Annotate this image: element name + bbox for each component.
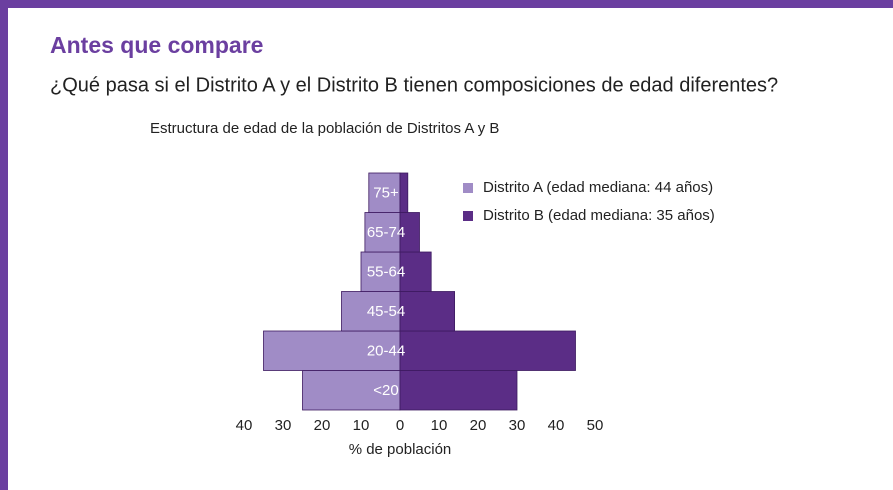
bar (399, 330, 576, 371)
x-axis-label: % de población (349, 441, 452, 458)
bar (399, 212, 420, 253)
left-border (0, 0, 8, 490)
x-tick-label: 30 (509, 417, 526, 434)
x-tick-label: 50 (587, 417, 604, 434)
x-tick-label: 10 (353, 417, 370, 434)
top-border (0, 0, 893, 8)
bar (399, 172, 409, 213)
bar (399, 370, 518, 411)
bar (364, 212, 401, 253)
x-tick-label: 10 (431, 417, 448, 434)
bar (302, 370, 401, 411)
slide-title: Antes que compare (50, 32, 263, 58)
x-tick-label: 20 (314, 417, 331, 434)
category-label: 65-74 (367, 224, 405, 241)
chart-title: Estructura de edad de la población de Di… (150, 120, 499, 137)
x-tick-label: 40 (548, 417, 565, 434)
category-label: 55-64 (367, 264, 405, 281)
bar (399, 251, 432, 292)
x-tick-label: 0 (396, 417, 404, 434)
x-tick-label: 30 (275, 417, 292, 434)
category-label: <20 (373, 382, 398, 399)
bar (399, 291, 455, 332)
legend-swatch (463, 211, 473, 221)
bar (263, 330, 401, 371)
category-label: 45-54 (367, 303, 405, 320)
legend-swatch (463, 183, 473, 193)
legend-label: Distrito A (edad mediana: 44 años) (483, 179, 713, 196)
x-tick-label: 20 (470, 417, 487, 434)
x-tick-label: 40 (236, 417, 253, 434)
slide-subtitle: ¿Qué pasa si el Distrito A y el Distrito… (50, 74, 778, 96)
bar (368, 172, 401, 213)
legend-label: Distrito B (edad mediana: 35 años) (483, 207, 715, 224)
category-label: 75+ (373, 185, 399, 202)
category-label: 20-44 (367, 343, 405, 360)
